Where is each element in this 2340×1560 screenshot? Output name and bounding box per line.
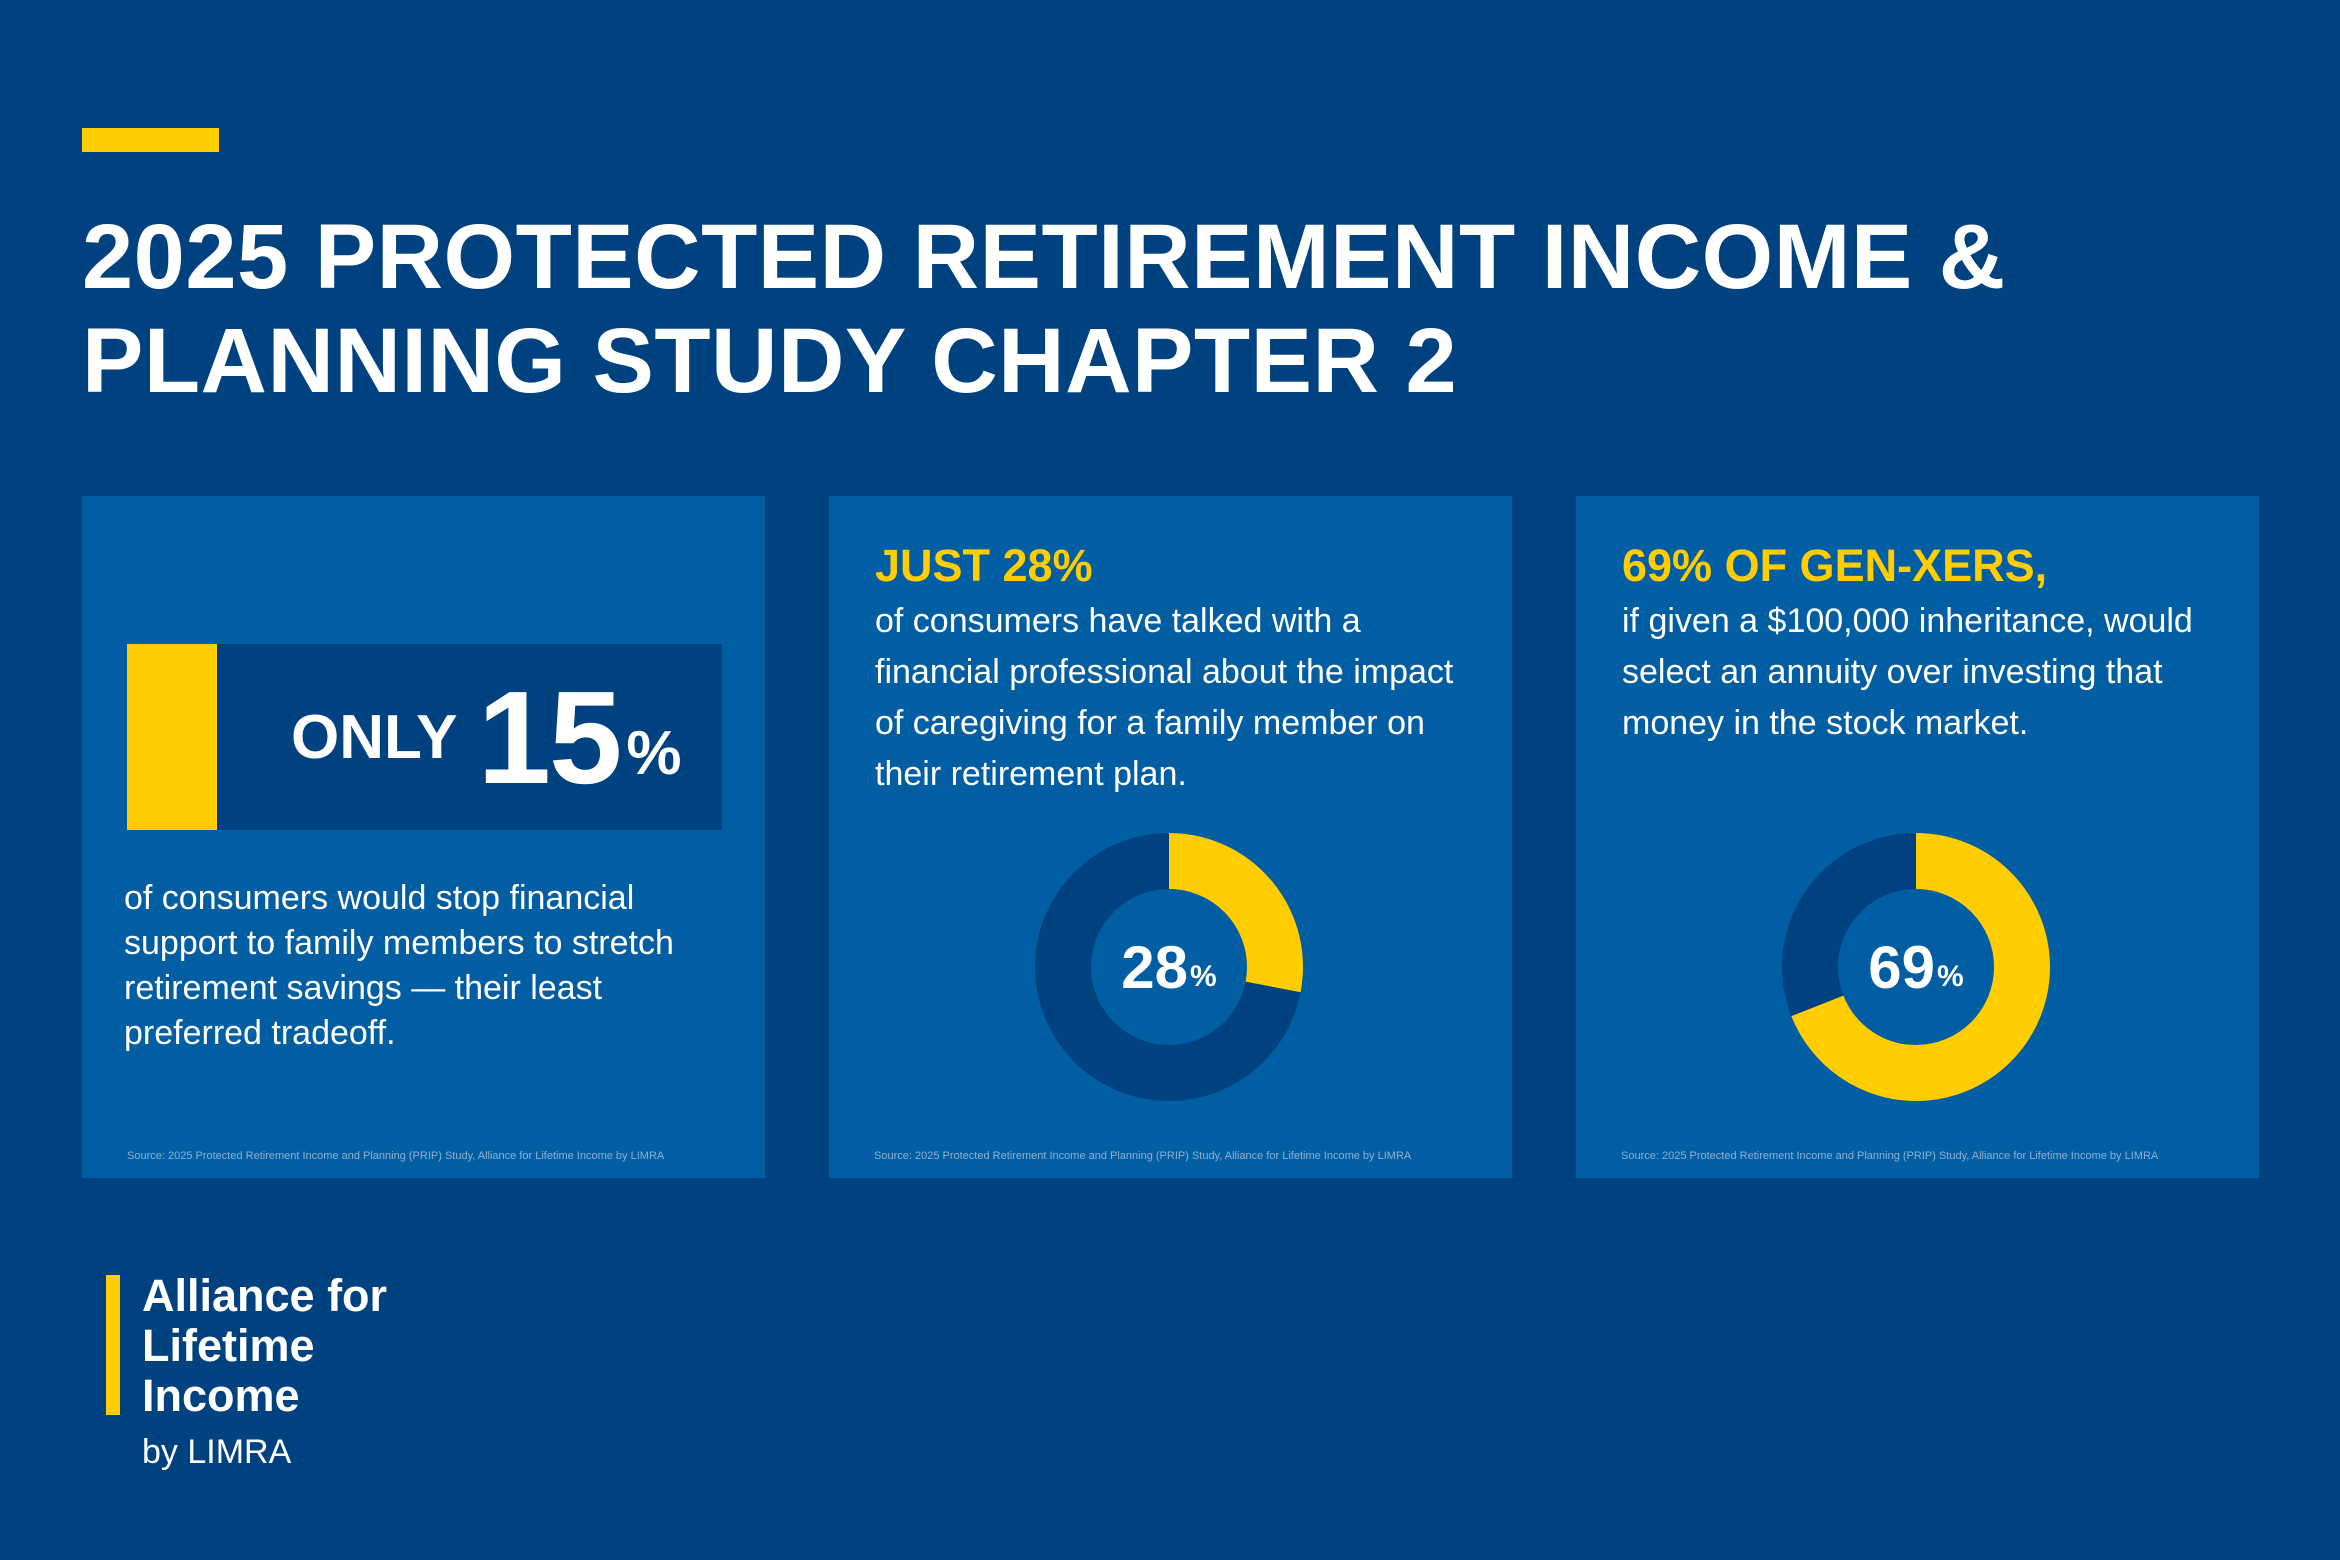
donut-chart-28: [1035, 833, 1303, 1101]
donut-percent-sign: %: [1937, 960, 1964, 993]
only-word: ONLY: [291, 702, 458, 772]
stat-card-only-15: ONLY 15 % of consumers would stop financ…: [82, 496, 765, 1178]
only-15-banner: ONLY 15 %: [127, 644, 722, 830]
stat-percent-sign: %: [626, 718, 682, 788]
page-title: 2025 PROTECTED RETIREMENT INCOME & PLANN…: [82, 206, 2006, 412]
card-body-text: of consumers would stop financial suppor…: [124, 879, 674, 1052]
logo-name: Alliance for Lifetime Income: [142, 1271, 502, 1421]
logo-line-1: Alliance for: [142, 1270, 388, 1321]
donut-number: 28: [1121, 933, 1189, 1001]
donut-value-arc: [1035, 833, 1303, 1101]
donut-label: 69 %: [1779, 830, 2053, 1104]
donut-number: 69: [1868, 933, 1936, 1001]
donut-chart-69: [1782, 833, 2050, 1101]
card-headline: JUST 28%: [875, 540, 1093, 591]
donut-value-arc: [1782, 833, 2050, 1101]
source-note: Source: 2025 Protected Retirement Income…: [874, 1150, 1412, 1162]
card-body-text: if given a $100,000 inheritance, would s…: [1622, 602, 2193, 742]
donut-percent-sign: %: [1190, 960, 1217, 993]
only-15-stat: ONLY 15 %: [291, 644, 682, 830]
stat-card-gen-x-69: 69% OF GEN-XERS, if given a $100,000 inh…: [1576, 496, 2259, 1178]
alliance-logo: Alliance for Lifetime Income by LIMRA: [106, 1271, 506, 1485]
card-body-text: of consumers have talked with a financia…: [875, 602, 1454, 793]
logo-line-2: Lifetime: [142, 1320, 315, 1371]
source-note: Source: 2025 Protected Retirement Income…: [1621, 1150, 2159, 1162]
logo-byline: by LIMRA: [142, 1433, 292, 1471]
logo-line-3: Income: [142, 1370, 300, 1421]
accent-bar: [82, 128, 219, 152]
card-headline: 69% OF GEN-XERS,: [1622, 540, 2048, 591]
stat-number: 15: [477, 663, 623, 811]
stat-card-just-28: JUST 28% of consumers have talked with a…: [829, 496, 1512, 1178]
logo-bar: [106, 1275, 120, 1415]
source-note: Source: 2025 Protected Retirement Income…: [127, 1150, 665, 1162]
donut-label: 28 %: [1032, 830, 1306, 1104]
yellow-block: [127, 644, 217, 830]
